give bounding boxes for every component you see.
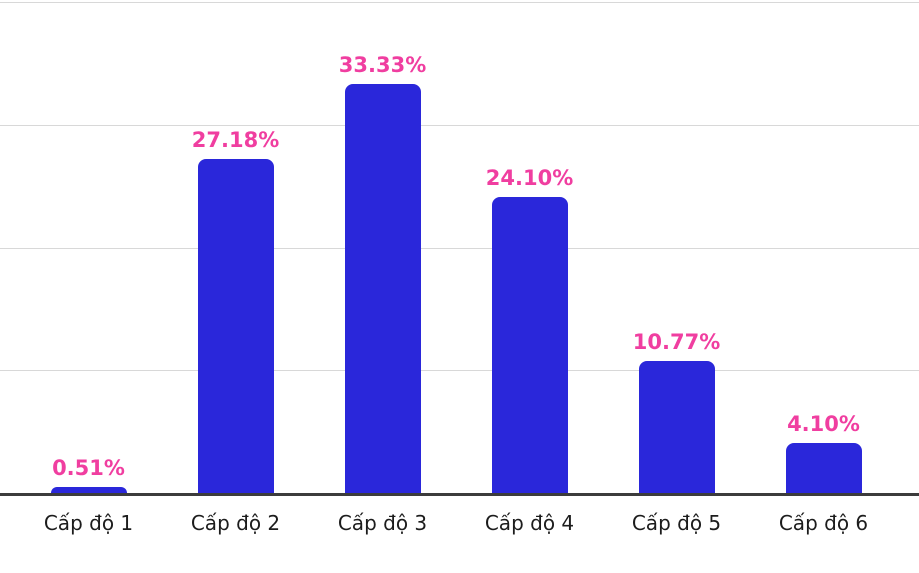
x-axis-label: Cấp độ 2: [190, 511, 281, 535]
bar-value-label: 24.10%: [485, 166, 574, 191]
bar-value-label: 0.51%: [52, 455, 125, 480]
x-axis-line: [0, 493, 919, 496]
bar-column: 24.10%: [456, 0, 603, 493]
bar-value-label: 4.10%: [787, 411, 860, 436]
x-axis-label: Cấp độ 5: [631, 511, 722, 535]
x-axis-label: Cấp độ 6: [778, 511, 869, 535]
gridline-40-percent: [0, 2, 919, 3]
bar-column: 0.51%: [15, 0, 162, 493]
bar: [344, 83, 421, 493]
bar-column: 10.77%: [603, 0, 750, 493]
x-axis-labels: Cấp độ 1 Cấp độ 2 Cấp độ 3 Cấp độ 4 Cấp độ 5…: [15, 511, 897, 535]
bar-value-label: 33.33%: [338, 52, 427, 77]
bar-value-label: 10.77%: [632, 329, 721, 354]
bar: [638, 360, 715, 493]
bar: [50, 486, 127, 493]
gridline-30-percent: [0, 125, 919, 126]
gridline-10-percent: [0, 370, 919, 371]
bar: [785, 442, 862, 493]
bar: [491, 197, 568, 493]
x-axis-label: Cấp độ 3: [337, 511, 428, 535]
bar-value-label: 27.18%: [191, 128, 280, 153]
bar-column: 27.18%: [162, 0, 309, 493]
x-axis-label: Cấp độ 1: [43, 511, 134, 535]
bar-column: 33.33%: [309, 0, 456, 493]
bar: [197, 159, 274, 493]
x-axis-label: Cấp độ 4: [484, 511, 575, 535]
bars-container: 0.51% 27.18% 33.33% 24.10% 10.77% 4.10%: [15, 0, 897, 493]
bar-column: 4.10%: [750, 0, 897, 493]
gridline-20-percent: [0, 248, 919, 249]
